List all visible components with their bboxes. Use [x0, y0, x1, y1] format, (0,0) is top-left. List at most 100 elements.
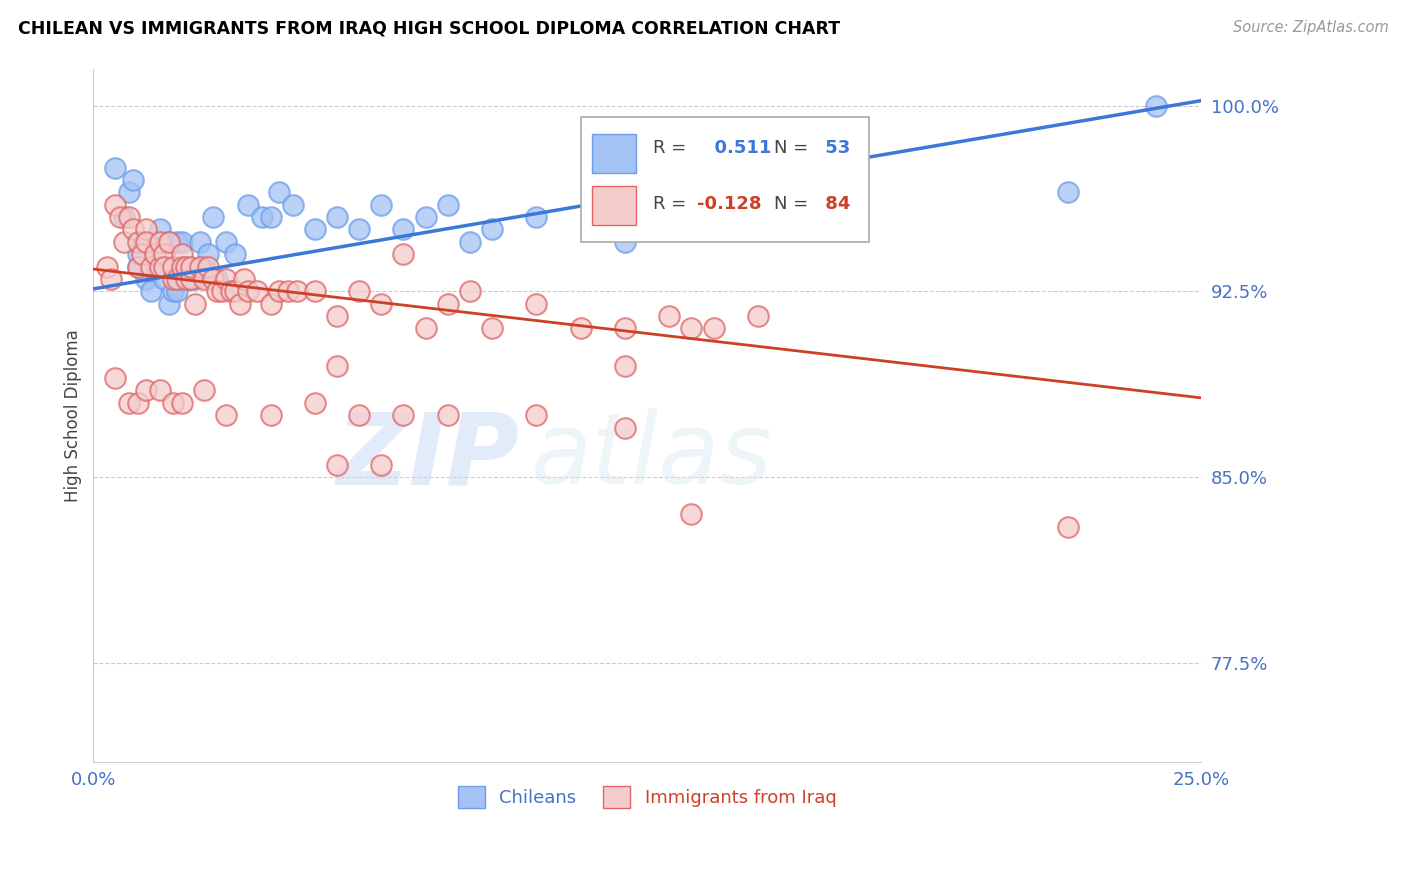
Point — [524, 210, 547, 224]
Point — [304, 222, 326, 236]
Point — [238, 197, 260, 211]
Point — [224, 285, 246, 299]
Text: N =: N = — [775, 194, 808, 212]
Point — [153, 260, 176, 274]
FancyBboxPatch shape — [592, 135, 636, 172]
Point — [458, 285, 481, 299]
Point — [118, 210, 141, 224]
FancyBboxPatch shape — [592, 186, 636, 225]
Point — [702, 321, 724, 335]
Point — [219, 285, 242, 299]
Point — [232, 272, 254, 286]
Point — [259, 210, 281, 224]
Text: 53: 53 — [818, 139, 851, 157]
Point — [184, 272, 207, 286]
Point — [157, 297, 180, 311]
Point — [250, 210, 273, 224]
Point — [681, 321, 703, 335]
Point — [166, 235, 188, 249]
Point — [1057, 519, 1080, 533]
Point — [127, 396, 149, 410]
Point — [524, 408, 547, 422]
Point — [613, 235, 636, 249]
Point — [176, 272, 198, 286]
Point — [215, 408, 238, 422]
Point — [747, 197, 769, 211]
Point — [180, 272, 202, 286]
Point — [180, 272, 202, 286]
Point — [166, 272, 188, 286]
Point — [131, 235, 153, 249]
Point — [149, 222, 172, 236]
Point — [162, 260, 184, 274]
Point — [104, 371, 127, 385]
Point — [180, 260, 202, 274]
Point — [188, 260, 211, 274]
Point — [139, 260, 162, 274]
Point — [96, 260, 118, 274]
Point — [201, 210, 224, 224]
Point — [153, 272, 176, 286]
Point — [658, 309, 681, 323]
Point — [326, 309, 349, 323]
Point — [269, 186, 291, 200]
Text: ZIP: ZIP — [336, 409, 520, 505]
Point — [162, 260, 184, 274]
Point — [326, 458, 349, 472]
Point — [162, 396, 184, 410]
Point — [112, 210, 135, 224]
Point — [122, 173, 145, 187]
Point — [436, 197, 458, 211]
Point — [224, 247, 246, 261]
Point — [157, 235, 180, 249]
Text: Source: ZipAtlas.com: Source: ZipAtlas.com — [1233, 20, 1389, 35]
Point — [153, 260, 176, 274]
Point — [458, 235, 481, 249]
Point — [1146, 98, 1168, 112]
Point — [481, 321, 503, 335]
Point — [259, 297, 281, 311]
Point — [207, 272, 229, 286]
Point — [347, 222, 370, 236]
Point — [613, 359, 636, 373]
Point — [238, 285, 260, 299]
Point — [228, 297, 250, 311]
Point — [211, 285, 233, 299]
Text: CHILEAN VS IMMIGRANTS FROM IRAQ HIGH SCHOOL DIPLOMA CORRELATION CHART: CHILEAN VS IMMIGRANTS FROM IRAQ HIGH SCH… — [18, 20, 841, 37]
Point — [112, 235, 135, 249]
Point — [135, 384, 157, 398]
Point — [135, 235, 157, 249]
Point — [613, 321, 636, 335]
Point — [370, 197, 392, 211]
Point — [176, 260, 198, 274]
Point — [184, 297, 207, 311]
Point — [176, 260, 198, 274]
Point — [370, 458, 392, 472]
Point — [143, 247, 166, 261]
Text: 0.511: 0.511 — [703, 139, 772, 157]
Point — [285, 285, 308, 299]
Point — [197, 260, 219, 274]
Text: 84: 84 — [818, 194, 851, 212]
Point — [127, 260, 149, 274]
Point — [135, 272, 157, 286]
Point — [170, 260, 193, 274]
Point — [326, 210, 349, 224]
Point — [166, 285, 188, 299]
Point — [122, 222, 145, 236]
Point — [143, 247, 166, 261]
Point — [269, 285, 291, 299]
Point — [415, 321, 437, 335]
Point — [149, 235, 172, 249]
Point — [370, 297, 392, 311]
Text: -0.128: -0.128 — [697, 194, 762, 212]
Point — [188, 235, 211, 249]
Point — [747, 309, 769, 323]
Point — [118, 186, 141, 200]
Point — [215, 272, 238, 286]
Point — [149, 384, 172, 398]
Point — [436, 297, 458, 311]
Point — [170, 235, 193, 249]
Point — [281, 197, 304, 211]
Point — [162, 272, 184, 286]
